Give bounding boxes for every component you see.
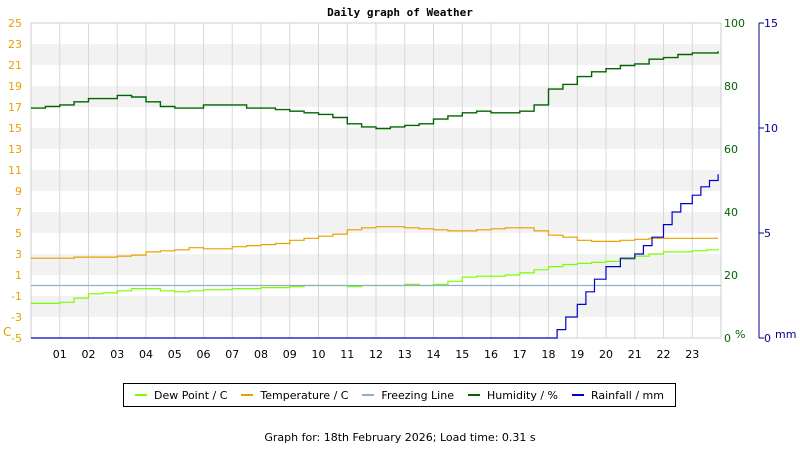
y-tick-label-left: 9	[15, 185, 22, 198]
y-tick-label-left: 15	[8, 122, 22, 135]
legend: Dew Point / C Temperature / C Freezing L…	[123, 383, 676, 407]
y-tick-label-left: 1	[15, 269, 22, 282]
x-tick-label: 14	[427, 348, 441, 361]
legend-swatch	[134, 394, 147, 396]
y-tick-label-left: 21	[8, 59, 22, 72]
x-tick-label: 03	[110, 348, 124, 361]
y-tick-label-left: -3	[11, 311, 22, 324]
series-line-rainfall-mm	[31, 174, 719, 339]
y-tick-label-humidity: 60	[724, 143, 738, 156]
y-tick-label-humidity: 0	[724, 332, 731, 345]
x-tick-label: 22	[657, 348, 671, 361]
legend-item-humidity: Humidity / %	[467, 388, 558, 402]
x-tick-label: 13	[398, 348, 412, 361]
x-tick-label: 15	[455, 348, 469, 361]
x-tick-label: 17	[513, 348, 527, 361]
y-tick-label-humidity: 20	[724, 269, 738, 282]
x-tick-label: 19	[570, 348, 584, 361]
y-axis-label-left: C	[3, 325, 11, 339]
y-tick-label-left: 23	[8, 38, 22, 51]
series-line-temperature-c	[31, 226, 719, 259]
y-tick-label-rainfall: 5	[764, 227, 771, 240]
x-tick-label: 11	[340, 348, 354, 361]
x-tick-label: 02	[82, 348, 96, 361]
legend-label: Dew Point / C	[153, 388, 228, 402]
x-tick-label: 05	[168, 348, 182, 361]
y-tick-label-left: 11	[8, 164, 22, 177]
y-axis-label-rainfall: mm	[775, 328, 796, 341]
legend-swatch	[467, 394, 480, 396]
x-tick-label: 01	[53, 348, 67, 361]
y-tick-label-humidity: 100	[724, 17, 745, 30]
legend-item-dew-point: Dew Point / C	[134, 388, 228, 402]
legend-item-freezing-line: Freezing Line	[362, 389, 454, 402]
legend-label: Humidity / %	[486, 388, 558, 402]
legend-label: Freezing Line	[381, 388, 454, 402]
legend-item-rainfall: Rainfall / mm	[571, 388, 664, 402]
y-tick-label-rainfall: 0	[764, 332, 771, 345]
x-tick-label: 18	[542, 348, 556, 361]
legend-swatch	[362, 394, 375, 396]
y-tick-label-rainfall: 15	[764, 17, 778, 30]
y-tick-label-left: 17	[8, 101, 22, 114]
chart-title: Daily graph of Weather	[327, 6, 473, 19]
legend-item-temperature: Temperature / C	[241, 389, 348, 402]
y-tick-label-rainfall: 10	[764, 122, 778, 135]
x-tick-label: 07	[225, 348, 239, 361]
footer-load-info: Graph for: 18th February 2026; Load time…	[264, 431, 536, 444]
y-tick-label-left: 5	[15, 227, 22, 240]
y-tick-label-left: 3	[15, 248, 22, 261]
y-tick-label-left: 7	[15, 206, 22, 219]
y-tick-label-left: 25	[8, 17, 22, 30]
y-tick-label-left: 13	[8, 143, 22, 156]
chart-canvas: 252321191715131197531-1-3-5C100806040200…	[3, 17, 796, 361]
y-axis-label-humidity: %	[735, 328, 745, 341]
series-line-humidity	[31, 51, 719, 130]
legend-label: Rainfall / mm	[590, 388, 664, 402]
y-tick-label-humidity: 40	[724, 206, 738, 219]
x-tick-label: 04	[139, 348, 153, 361]
x-tick-label: 06	[197, 348, 211, 361]
x-tick-label: 23	[685, 348, 699, 361]
x-tick-label: 21	[628, 348, 642, 361]
y-tick-label-humidity: 80	[724, 80, 738, 93]
y-tick-label-left: -5	[11, 332, 22, 345]
x-tick-label: 16	[484, 348, 498, 361]
legend-label: Temperature / C	[260, 388, 349, 402]
legend-swatch	[571, 394, 584, 396]
y-tick-label-left: -1	[11, 290, 22, 303]
x-tick-label: 10	[312, 348, 326, 361]
legend-swatch	[241, 394, 254, 396]
y-tick-label-left: 19	[8, 80, 22, 93]
x-tick-label: 09	[283, 348, 297, 361]
x-tick-label: 12	[369, 348, 383, 361]
x-tick-label: 08	[254, 348, 268, 361]
x-tick-label: 20	[599, 348, 613, 361]
